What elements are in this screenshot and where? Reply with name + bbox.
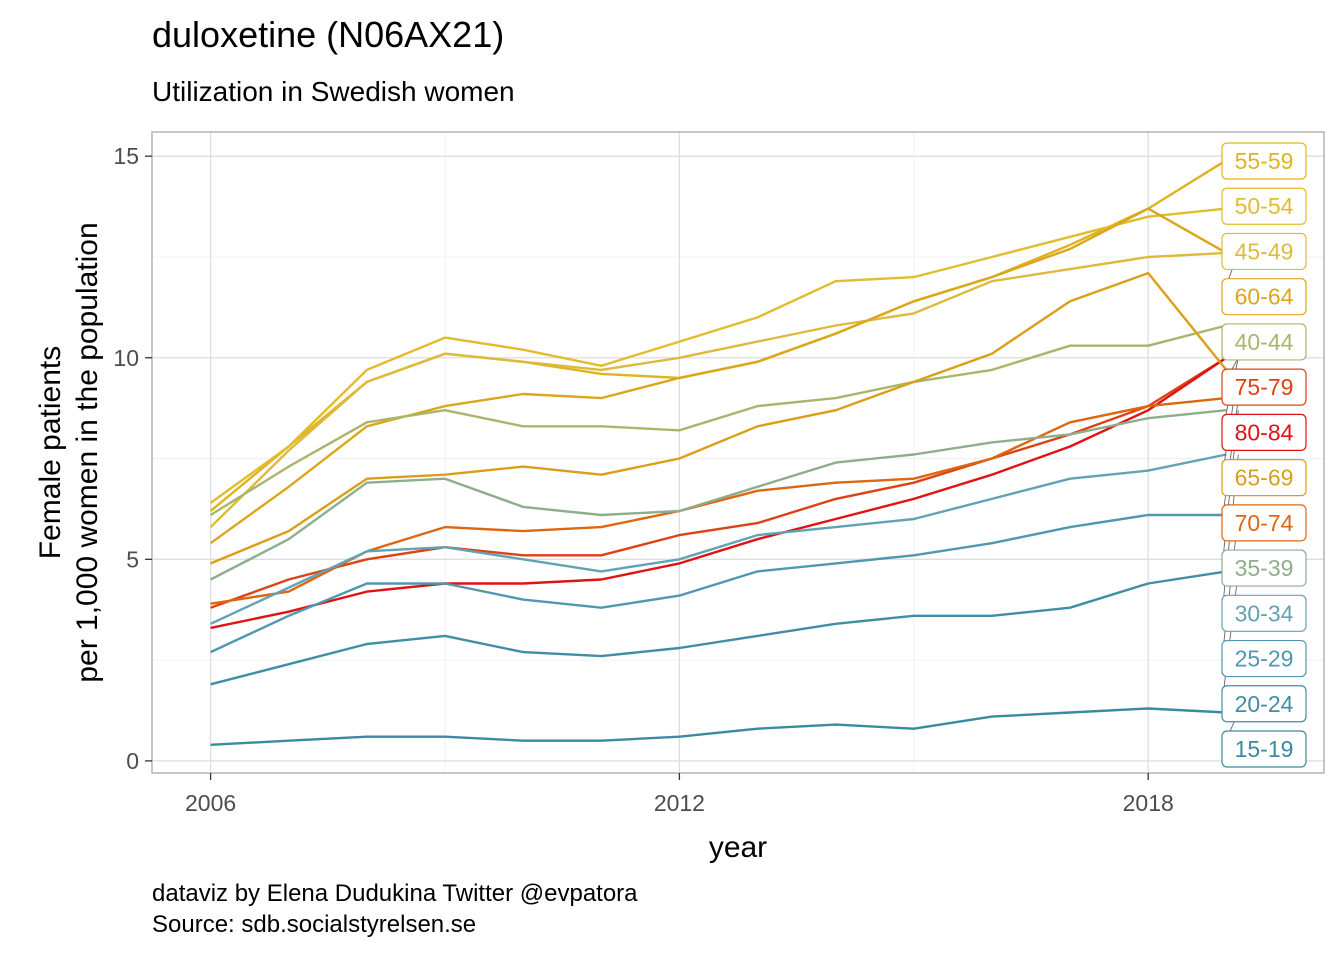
series-label-35-39: 35-39 [1221, 549, 1307, 587]
caption-source: Source: sdb.socialstyrelsen.se [152, 911, 477, 938]
series-label-box [1221, 323, 1307, 361]
plot-panel-border [151, 131, 1325, 774]
x-axis-label: year [709, 831, 767, 864]
series-label-text: 25-29 [1235, 646, 1294, 672]
series-label-text: 50-54 [1235, 193, 1294, 219]
chart-title: duloxetine (N06AX21) [152, 14, 505, 55]
series-label-text: 80-84 [1235, 419, 1294, 445]
series-line-80-84 [210, 356, 1227, 630]
series-label-65-69: 65-69 [1221, 459, 1307, 497]
series-label-box [1221, 639, 1307, 678]
series-label-70-74: 70-74 [1221, 504, 1307, 542]
series-line-65-69 [210, 271, 1228, 565]
y-axis-label-line: per 1,000 women in the population [71, 222, 104, 682]
caption: dataviz by Elena Dudukina Twitter @evpat… [152, 878, 638, 940]
series-label-15-19: 15-19 [1221, 730, 1307, 768]
series-label-box [1221, 504, 1307, 542]
x-tick-label: 2006 [185, 790, 236, 816]
chart-subtitle: Utilization in Swedish women [152, 76, 515, 107]
series-label-55-59: 55-59 [1221, 142, 1307, 180]
series-label-75-79: 75-79 [1221, 368, 1307, 406]
x-tick-label: 2012 [654, 790, 705, 816]
series-line-30-34 [210, 453, 1227, 625]
series-label-box [1221, 459, 1307, 497]
series-labels: 55-59 50-54 45-49 60-64 40-44 75-79 80-84 65-69… [1221, 142, 1307, 768]
series-label-box [1221, 187, 1307, 225]
series-label-text: 60-64 [1235, 284, 1294, 310]
series-label-45-49: 45-49 [1221, 232, 1307, 271]
y-tick-label: 0 [126, 748, 139, 774]
series-line-75-79 [210, 356, 1227, 609]
series-label-text: 70-74 [1235, 510, 1294, 536]
series-label-box [1221, 142, 1307, 180]
series-label-text: 45-49 [1235, 238, 1294, 264]
series-label-box [1221, 685, 1307, 723]
series-label-50-54: 50-54 [1221, 187, 1307, 225]
series-line-45-49 [209, 251, 1227, 528]
series-line-40-44 [209, 324, 1227, 517]
series-label-box [1221, 368, 1307, 406]
series-label-text: 15-19 [1235, 736, 1294, 762]
series-label-box [1221, 730, 1307, 768]
y-axis-label-line: Female patients [34, 346, 67, 559]
series-label-box [1221, 232, 1307, 271]
series-label-box [1221, 278, 1307, 316]
series-line-25-29 [210, 513, 1227, 654]
series-label-box [1221, 413, 1307, 451]
y-tick-label: 15 [113, 143, 139, 169]
major-gridlines [152, 132, 1324, 773]
series-label-text: 75-79 [1235, 374, 1294, 400]
series-line-60-64 [209, 207, 1227, 545]
series-lines [209, 159, 1228, 746]
series-line-35-39 [210, 409, 1227, 581]
series-label-text: 35-39 [1235, 555, 1294, 581]
caption-credit: dataviz by Elena Dudukina Twitter @evpat… [152, 880, 638, 907]
series-label-60-64: 60-64 [1221, 278, 1307, 316]
series-line-50-54 [209, 207, 1227, 504]
series-label-box [1221, 549, 1307, 587]
x-tick-label: 2018 [1123, 790, 1174, 816]
y-tick-label: 10 [113, 345, 139, 371]
series-line-20-24 [210, 570, 1227, 686]
series-label-30-34: 30-34 [1221, 594, 1307, 632]
series-label-box [1221, 594, 1307, 632]
series-label-text: 55-59 [1235, 148, 1294, 174]
series-label-text: 20-24 [1235, 691, 1294, 717]
x-axis: 2006 2012 2018 [185, 773, 1174, 816]
series-line-70-74 [210, 396, 1227, 605]
series-label-20-24: 20-24 [1221, 685, 1307, 723]
y-axis: 0 5 10 15 [113, 143, 152, 774]
series-line-15-19 [210, 707, 1227, 746]
series-label-text: 30-34 [1235, 600, 1294, 626]
series-label-80-84: 80-84 [1221, 413, 1307, 451]
y-tick-label: 5 [126, 546, 139, 572]
y-axis-label: Female patients per 1,000 women in the po… [34, 222, 104, 682]
series-label-text: 40-44 [1235, 329, 1294, 355]
series-label-text: 65-69 [1235, 465, 1294, 491]
minor-gridlines [152, 132, 1324, 773]
leader-line [1221, 571, 1239, 704]
series-label-25-29: 25-29 [1221, 639, 1307, 678]
series-label-40-44: 40-44 [1221, 323, 1307, 361]
